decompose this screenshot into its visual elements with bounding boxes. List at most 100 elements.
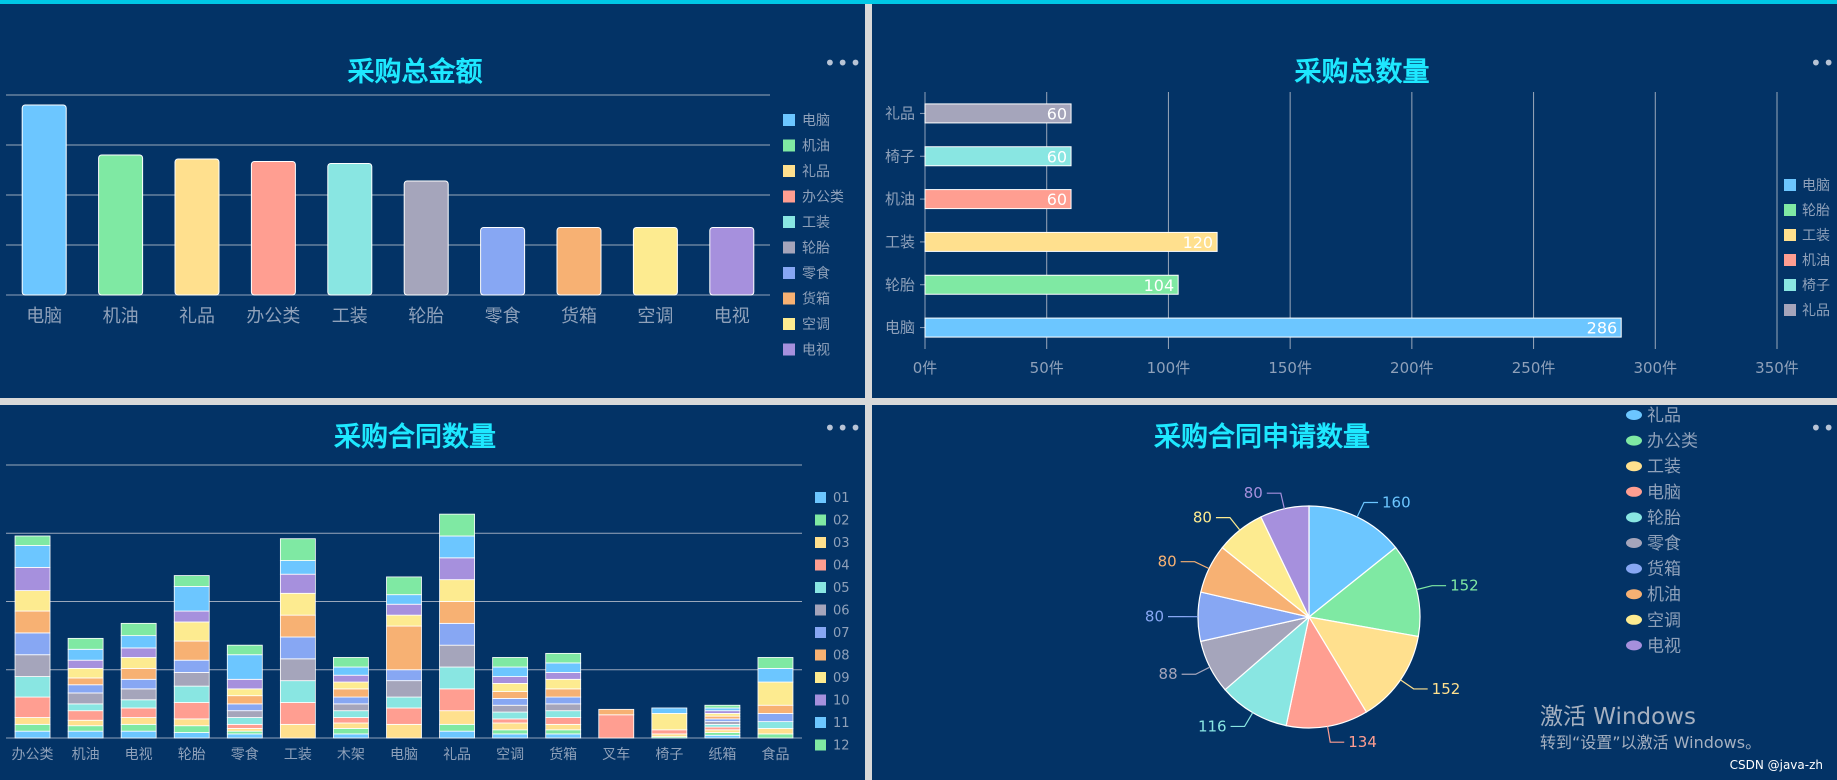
bar [327,163,373,296]
legend-swatch [1784,204,1796,216]
stacked-segment [333,666,369,676]
stacked-segment [704,718,741,723]
bar [924,274,1179,295]
legend-label: 空调 [1647,611,1681,631]
x-tick-label: 工装 [284,747,312,763]
chart-title: 采购合同数量 [334,422,496,453]
stacked-segment [757,728,794,735]
legend-swatch [783,292,795,305]
stacked-segment [757,721,794,729]
stacked-segment [173,702,210,720]
stacked-segment [14,590,51,612]
stacked-segment [173,640,210,661]
legend-swatch [1626,563,1642,574]
stacked-segment [704,704,741,709]
stacked-segment [67,667,104,679]
label-line [1326,726,1345,743]
stacked-segment [492,657,529,668]
stacked-segment [333,710,369,718]
legend-label: 12 [833,739,850,754]
stacked-segment [120,678,157,690]
legend-swatch [1626,486,1642,497]
stacked-segment [279,658,316,682]
stacked-segment [492,666,529,677]
legend-label: 11 [833,716,850,731]
legend-swatch [1626,435,1642,446]
pie-slice [1260,505,1310,618]
legend-swatch [1626,410,1642,420]
stacked-segment [704,715,741,720]
stacked-segment [386,669,422,682]
stacked-segment [386,625,422,671]
stacked-segment [757,713,794,723]
stacked-segment [279,614,316,638]
stacked-segment [651,713,688,731]
stacked-segment [704,723,741,728]
x-tick-label: 电视 [714,306,750,327]
x-tick-label: 零食 [231,746,259,763]
stacked-segment [386,696,422,709]
x-tick-label: 150件 [1268,359,1312,377]
legend-swatch [815,492,826,503]
y-tick-label: 轮胎 [885,276,915,294]
pie-slice [1308,505,1397,619]
stacked-segment [492,722,529,731]
legend-swatch [815,582,826,593]
slice-label: 160 [1382,494,1411,512]
x-tick-label: 货箱 [549,746,577,763]
stacked-segment [545,672,582,680]
bar-chart-quantity: 0件 50件 100件 150件 200件 250件 300件 350件 286 电脑 104 轮胎 1… [885,92,1830,377]
stacked-segment [492,711,529,720]
stacked-segment [14,545,51,568]
x-tick-label: 办公类 [246,306,300,327]
stacked-segment [386,603,422,616]
stacked-segment [173,725,210,733]
stacked-segment [704,734,741,739]
legend-label: 办公类 [1647,432,1698,452]
stacked-segment [67,677,104,686]
data-label: 104 [1144,276,1175,295]
stacked-segment [333,681,369,690]
stacked-segment [386,723,422,739]
stacked-segment [120,707,157,718]
legend-label: 电视 [802,343,830,359]
stacked-segment [67,725,104,732]
stacked-segment [492,691,529,699]
stacked-segment [173,685,210,703]
slice-label: 80 [1193,509,1212,527]
stacked-segment [67,730,104,739]
slice-label: 134 [1348,733,1377,751]
stacked-segment [226,688,263,697]
y-tick-label: 礼品 [885,104,915,122]
stacked-segment [173,621,210,642]
stacked-segment [14,676,51,698]
legend-label: 02 [833,514,850,529]
stacked-segment [120,723,157,732]
stacked-segment [120,667,157,680]
bar [924,189,1072,210]
stacked-segment [439,730,475,739]
x-tick-label: 250件 [1512,359,1556,377]
label-line [1230,712,1254,728]
stacked-segment [333,703,369,712]
stacked-segment [386,614,422,627]
stacked-segment [226,733,263,739]
legend-swatch [1626,589,1642,600]
stacked-segment [333,728,369,735]
stacked-segment [651,707,688,714]
stacked-segment [492,698,529,706]
legend-swatch [1626,640,1642,651]
stacked-segment [120,647,157,658]
legend-label: 工装 [1647,457,1681,477]
x-tick-label: 机油 [103,306,139,327]
stacked-segment [598,708,635,716]
bar [924,317,1622,338]
legend-label: 工装 [1802,228,1830,244]
x-tick-label: 轮胎 [178,747,206,763]
stacked-segment [14,654,51,677]
stacked-segment [757,667,794,683]
legend-label: 零食 [802,265,830,282]
legend-label: 空调 [802,317,830,333]
stacked-segment [67,659,104,669]
legend-label: 机油 [802,139,830,155]
